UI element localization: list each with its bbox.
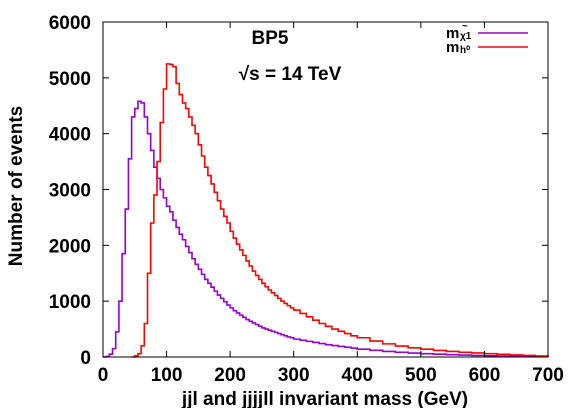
legend-label: m — [446, 39, 459, 56]
y-tick-label: 6000 — [49, 13, 91, 34]
x-axis-title: jjl and jjjjll invariant mass (GeV) — [181, 389, 468, 408]
y-tick-label: 2000 — [49, 236, 91, 257]
y-ticks: 0 1000 2000 3000 4000 5000 6000 — [49, 13, 548, 369]
series-line-higgs — [131, 63, 549, 358]
x-ticks: 0 100 200 300 400 500 600 700 — [98, 22, 564, 386]
y-tick-label: 0 — [80, 348, 91, 369]
x-tick-label: 100 — [151, 365, 183, 386]
x-tick-label: 400 — [341, 365, 373, 386]
legend-label-accent: ~ — [462, 21, 468, 32]
y-tick-label: 1000 — [49, 292, 91, 313]
x-tick-label: 200 — [214, 365, 246, 386]
legend-label: m — [446, 25, 459, 42]
x-tick-label: 500 — [405, 365, 437, 386]
y-axis-title: Number of events — [6, 106, 27, 266]
x-tick-label: 600 — [469, 365, 501, 386]
y-tick-label: 4000 — [49, 125, 91, 146]
y-tick-label: 3000 — [49, 181, 91, 202]
y-tick-label: 5000 — [49, 69, 91, 90]
annotation-benchmark: BP5 — [252, 28, 289, 49]
x-tick-label: 300 — [278, 365, 310, 386]
annotation-energy: √s = 14 TeV — [239, 64, 342, 85]
x-tick-label: 700 — [532, 365, 564, 386]
legend-label-subscript: h⁰ — [460, 45, 470, 56]
x-tick-label: 0 — [98, 365, 109, 386]
legend-label-subscript: χ1 — [460, 31, 472, 42]
chart-marks — [103, 63, 549, 358]
legend: m χ1~m h⁰ — [446, 21, 528, 56]
series-line-neutralino — [103, 100, 549, 358]
